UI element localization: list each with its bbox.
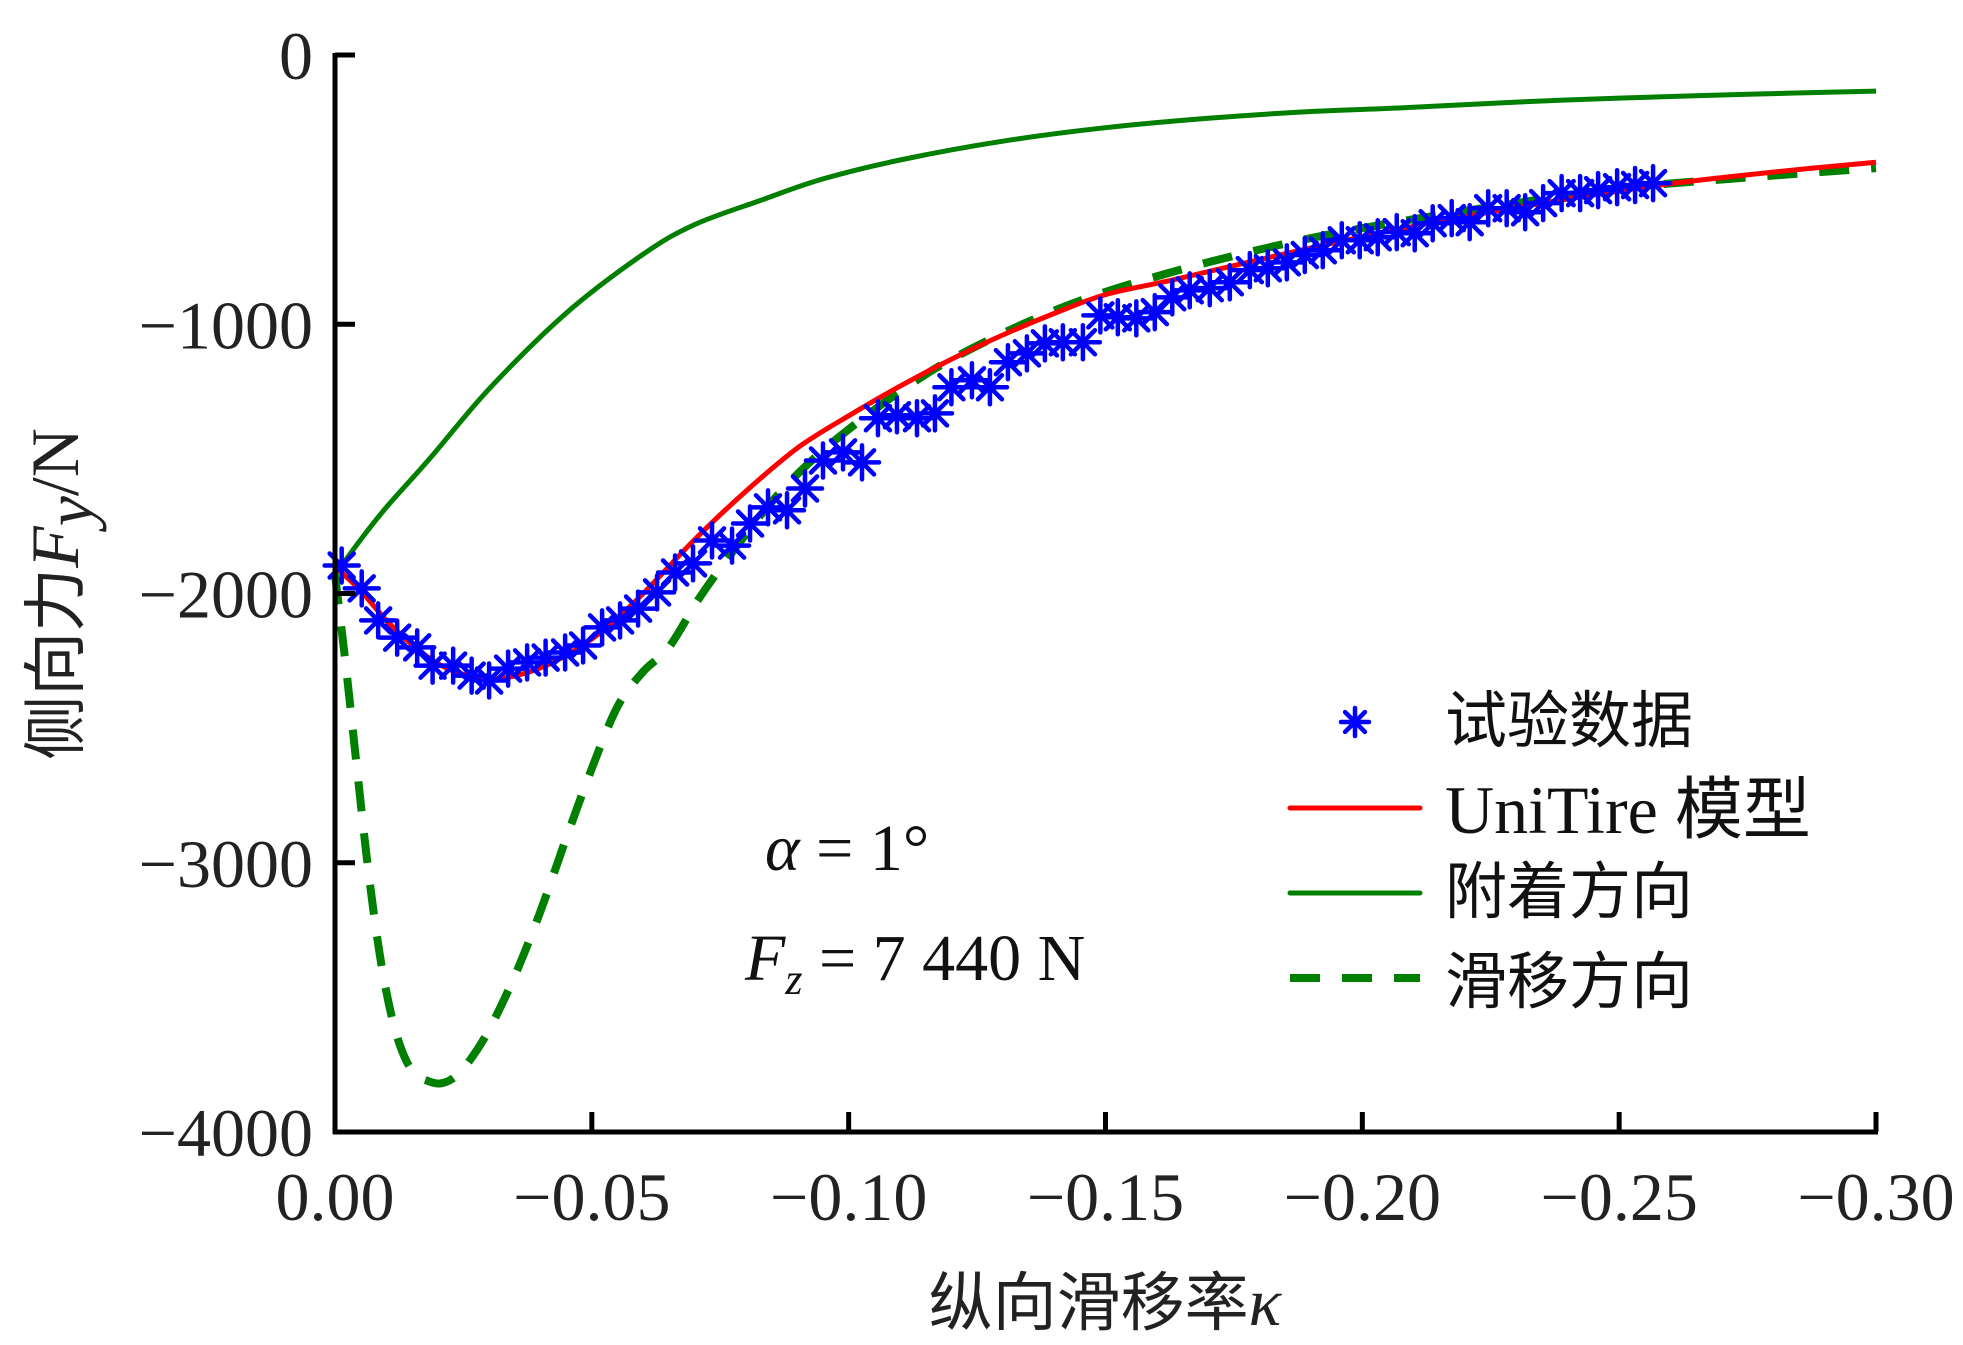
x-tick-label: −0.25	[1540, 1159, 1697, 1235]
y-axis-title-subscript: y	[31, 495, 107, 532]
annotation-alpha-symbol: α	[765, 812, 801, 885]
data-point-asterisk	[915, 394, 955, 433]
y-ticks: 0 −1000 −2000 −3000 −4000	[139, 18, 355, 1171]
y-tick-label: 0	[279, 18, 313, 94]
data-point-asterisk	[1560, 173, 1600, 213]
x-axis-title: 纵向滑移率κ	[929, 1264, 1283, 1341]
y-tick-label: −2000	[139, 557, 313, 633]
data-point-asterisk	[1285, 235, 1325, 275]
x-ticks: 0.00 −0.05 −0.10 −0.15 −0.20 −0.25 −0.30	[276, 1112, 1955, 1235]
x-tick-label: −0.10	[770, 1159, 927, 1235]
data-point-asterisk	[1210, 262, 1250, 302]
y-tick-label: −4000	[139, 1095, 313, 1171]
series-line-adhesion	[332, 88, 1877, 577]
legend-item-adhesion: 附着方向	[1287, 855, 1693, 928]
x-tick-label: −0.15	[1027, 1159, 1184, 1235]
x-axis-title-symbol: κ	[1249, 1264, 1283, 1340]
data-point-asterisk	[1063, 323, 1103, 362]
data-point-asterisk	[877, 396, 917, 435]
legend-item-unitire: UniTire 模型	[1287, 772, 1811, 848]
annotation-fz-value: = 7 440 N	[802, 922, 1085, 995]
data-point-asterisk	[1450, 202, 1489, 242]
legend-label-test-data: 试验数据	[1445, 684, 1693, 757]
axes: 0.00 −0.05 −0.10 −0.15 −0.20 −0.25 −0.30 0 −100…	[139, 18, 1955, 1235]
legend-item-test-data: 试验数据	[1338, 684, 1693, 757]
data-point-asterisk	[1633, 163, 1673, 203]
y-axis-title-unit: /N	[17, 428, 93, 496]
series-line-unitire	[333, 159, 1877, 682]
x-tick-label: −0.20	[1284, 1159, 1441, 1235]
x-tick-label: 0.00	[276, 1159, 395, 1235]
annotation-alpha-value: = 1°	[800, 812, 930, 885]
data-point-asterisk	[767, 491, 807, 530]
legend-label-adhesion: 附着方向	[1445, 855, 1693, 928]
annotation-fz-symbol: F	[744, 922, 786, 995]
data-point-asterisk	[618, 589, 658, 628]
annotation-alpha: α = 1°	[765, 812, 929, 885]
series-layer	[322, 88, 1877, 1088]
data-point-asterisk	[673, 544, 713, 583]
legend-label-sliding: 滑移方向	[1445, 945, 1693, 1018]
data-point-asterisk	[748, 488, 788, 527]
legend-asterisk-icon	[1338, 705, 1372, 739]
data-point-asterisk	[712, 526, 752, 565]
data-point-asterisk	[342, 569, 381, 608]
legend-asterisk-marker	[1338, 705, 1372, 739]
x-tick-label: −0.05	[513, 1159, 670, 1235]
annotation-fz: Fz = 7 440 N	[744, 922, 1085, 1004]
data-point-asterisk	[785, 469, 825, 508]
y-tick-label: −3000	[139, 826, 313, 902]
y-axis-title-text: 侧向力	[20, 568, 94, 760]
annotations: α = 1° Fz = 7 440 N	[744, 812, 1085, 1004]
x-tick-label: −0.30	[1797, 1159, 1954, 1235]
data-point-asterisk	[582, 608, 622, 647]
legend: 试验数据 UniTire 模型 附着方向 滑移方向	[1287, 684, 1811, 1018]
y-axis-title: 侧向力Fy/N	[17, 428, 107, 760]
annotation-fz-subscript: z	[784, 955, 802, 1004]
y-axis-title-symbol: F	[17, 525, 93, 569]
legend-item-sliding: 滑移方向	[1290, 945, 1693, 1018]
series-test-data	[322, 163, 1673, 700]
x-axis-title-text: 纵向滑移率	[929, 1267, 1249, 1341]
data-point-asterisk	[970, 368, 1010, 407]
data-point-asterisk	[842, 443, 882, 482]
legend-label-unitire: UniTire 模型	[1445, 772, 1811, 848]
y-tick-label: −1000	[139, 287, 313, 363]
